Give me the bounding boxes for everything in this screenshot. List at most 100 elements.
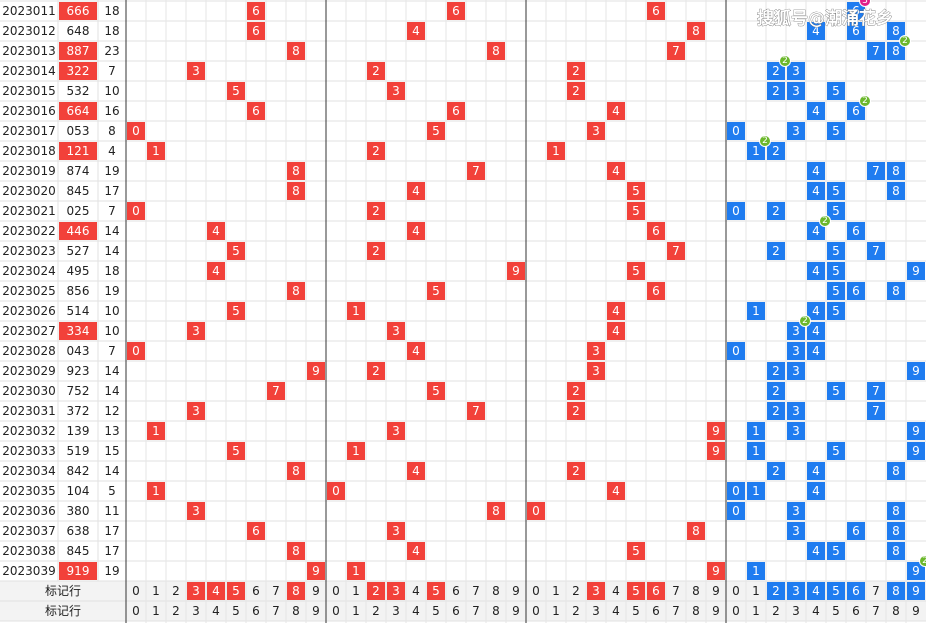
dist-digit: 8	[892, 284, 900, 298]
sum: 10	[104, 304, 119, 318]
footer-digit: 8	[492, 584, 500, 598]
footer-digit: 4	[412, 604, 420, 618]
footer-digit: 7	[472, 584, 480, 598]
issue: 2023011	[2, 4, 55, 18]
footer-digit: 8	[692, 584, 700, 598]
repeat-count: 2	[762, 136, 768, 146]
dist-digit: 7	[872, 384, 880, 398]
issue: 2023031	[2, 404, 55, 418]
dist-digit: 2	[772, 144, 780, 158]
digit: 2	[572, 404, 580, 418]
dist-digit: 4	[812, 104, 820, 118]
digit: 3	[192, 404, 200, 418]
number: 121	[67, 144, 90, 158]
dist-digit: 4	[812, 544, 820, 558]
dist-digit: 3	[792, 324, 800, 338]
footer-digit: 9	[312, 604, 320, 618]
digit: 7	[272, 384, 280, 398]
digit: 5	[632, 184, 640, 198]
issue: 2023015	[2, 84, 55, 98]
footer-digit: 3	[592, 604, 600, 618]
sum: 4	[108, 144, 116, 158]
dist-digit: 9	[912, 424, 920, 438]
digit: 6	[452, 104, 460, 118]
dist-digit: 1	[752, 444, 760, 458]
digit: 2	[372, 204, 380, 218]
digit: 3	[592, 364, 600, 378]
footer-digit: 3	[792, 604, 800, 618]
dist-digit: 5	[832, 244, 840, 258]
digit: 9	[312, 364, 320, 378]
dist-digit: 0	[732, 124, 740, 138]
dist-digit: 3	[792, 504, 800, 518]
dist-digit: 8	[892, 464, 900, 478]
issue: 2023026	[2, 304, 55, 318]
sum: 17	[104, 184, 119, 198]
sum: 14	[104, 224, 119, 238]
sum: 14	[104, 244, 119, 258]
digit: 8	[492, 44, 500, 58]
footer-digit: 2	[172, 604, 180, 618]
dist-digit: 5	[832, 264, 840, 278]
footer-digit: 8	[292, 604, 300, 618]
issue: 2023037	[2, 524, 55, 538]
footer-digit: 8	[692, 604, 700, 618]
footer-digit: 4	[612, 604, 620, 618]
footer-digit: 2	[772, 604, 780, 618]
digit: 4	[412, 224, 420, 238]
digit: 7	[672, 44, 680, 58]
digit: 8	[692, 524, 700, 538]
footer-digit: 5	[832, 604, 840, 618]
dist-digit: 5	[832, 304, 840, 318]
dist-digit: 0	[732, 344, 740, 358]
digit: 7	[472, 404, 480, 418]
footer-digit: 0	[132, 584, 140, 598]
footer-digit: 6	[852, 604, 860, 618]
dist-digit: 5	[832, 384, 840, 398]
dist-digit: 5	[832, 204, 840, 218]
sum: 14	[104, 384, 119, 398]
footer-digit: 2	[172, 584, 180, 598]
number: 638	[67, 524, 90, 538]
digit: 4	[612, 324, 620, 338]
dist-digit: 6	[852, 224, 860, 238]
digit: 4	[612, 484, 620, 498]
digit: 9	[712, 444, 720, 458]
footer-digit: 2	[372, 604, 380, 618]
issue: 2023028	[2, 344, 55, 358]
sum: 18	[104, 24, 119, 38]
issue: 2023030	[2, 384, 55, 398]
digit: 3	[192, 324, 200, 338]
footer-digit: 7	[672, 604, 680, 618]
repeat-count: 2	[802, 316, 808, 326]
digit: 4	[212, 224, 220, 238]
digit: 8	[692, 24, 700, 38]
footer-label: 标记行	[45, 584, 81, 598]
dist-digit: 3	[792, 64, 800, 78]
digit: 1	[152, 144, 160, 158]
digit: 2	[572, 84, 580, 98]
number: 104	[67, 484, 90, 498]
footer-digit: 8	[292, 584, 300, 598]
number: 664	[67, 104, 90, 118]
footer-digit: 7	[272, 604, 280, 618]
dist-digit: 4	[812, 324, 820, 338]
digit: 2	[372, 64, 380, 78]
digit: 4	[412, 544, 420, 558]
digit: 5	[232, 304, 240, 318]
issue: 2023012	[2, 24, 55, 38]
footer-digit: 0	[332, 604, 340, 618]
dist-digit: 3	[792, 364, 800, 378]
number: 752	[67, 384, 90, 398]
digit: 6	[252, 104, 260, 118]
dist-digit: 3	[792, 124, 800, 138]
footer-digit: 6	[652, 584, 660, 598]
number: 334	[67, 324, 90, 338]
footer-digit: 0	[732, 604, 740, 618]
dist-digit: 2	[772, 244, 780, 258]
dist-digit: 8	[892, 544, 900, 558]
sum: 19	[104, 564, 119, 578]
footer-digit: 7	[672, 584, 680, 598]
dist-digit: 5	[832, 284, 840, 298]
